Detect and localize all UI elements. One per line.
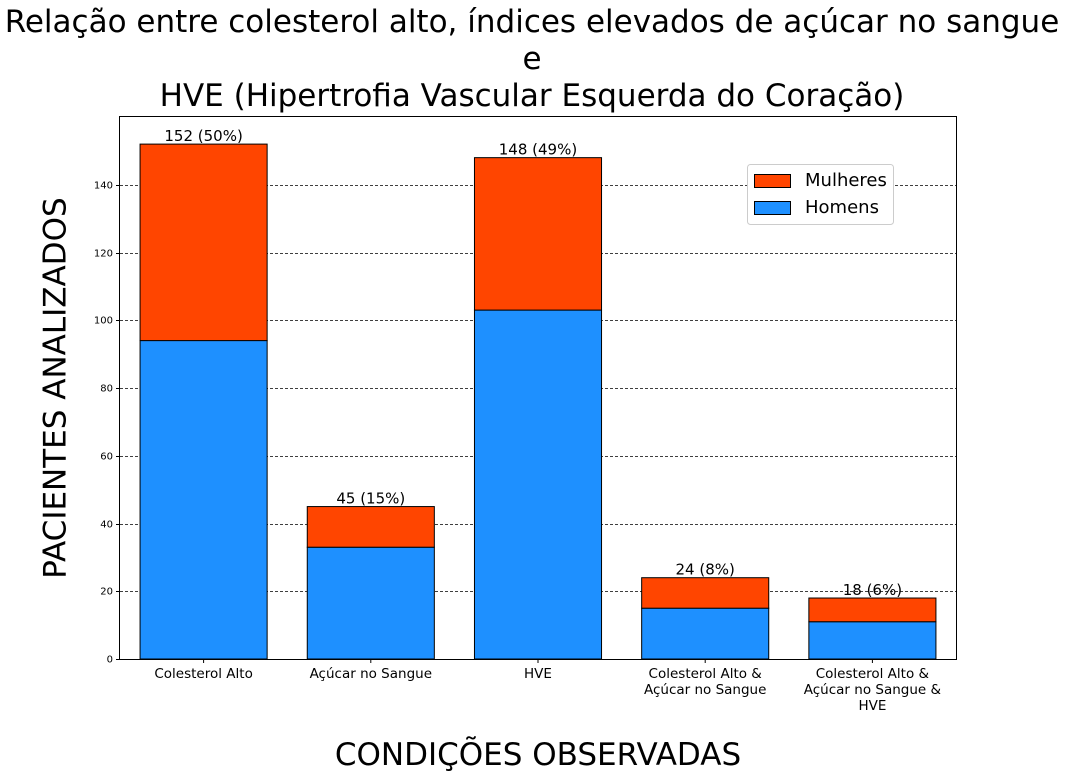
bar-homens-1 <box>306 546 435 660</box>
bar-total-label: 152 (50%) <box>164 127 242 145</box>
x-axis-ticks: Colesterol Alto Açúcar no Sangue HVE Colest… <box>154 659 941 714</box>
x-axis-label: CONDIÇÕES OBSERVADAS <box>335 736 741 773</box>
x-tick-label: Açúcar no Sangue <box>310 666 432 682</box>
x-tick-label: Colesterol Alto <box>154 666 252 682</box>
chart-title: Relação entre colesterol alto, índices e… <box>0 4 1064 115</box>
bar-total-label: 24 (8%) <box>676 561 735 579</box>
bar-mulheres-1 <box>306 506 435 548</box>
chart-title-line-2: HVE (Hipertrofia Vascular Esquerda do Co… <box>159 78 905 114</box>
x-tick-label: Colesterol Alto & <box>649 666 763 682</box>
x-tick-label: Açúcar no Sangue <box>644 682 766 698</box>
data-labels: 152 (50%) 45 (15%) 148 (49%) 24 (8%) 18 (6%) <box>164 127 902 599</box>
bar-mulheres-3 <box>641 577 770 609</box>
legend: Mulheres Homens <box>747 164 894 225</box>
y-tick-label: 0 <box>107 655 113 666</box>
x-tick-label: Açúcar no Sangue & <box>804 682 942 698</box>
bar-homens-0 <box>139 340 268 660</box>
legend-swatch-homens <box>754 201 791 215</box>
y-tick-label: 40 <box>100 520 113 531</box>
y-tick-label: 60 <box>100 452 113 463</box>
bar-homens-3 <box>641 607 770 660</box>
bar-mulheres-2 <box>473 157 603 311</box>
y-tick-label: 80 <box>100 384 113 395</box>
legend-label-homens: Homens <box>805 197 879 218</box>
x-tick-label: HVE <box>858 698 886 714</box>
y-tick-label: 120 <box>94 249 113 260</box>
bars <box>139 143 937 660</box>
y-axis-ticks: 0 20 40 60 80 100 120 140 <box>94 181 120 666</box>
x-tick-label: HVE <box>524 666 552 682</box>
y-tick-label: 20 <box>100 587 113 598</box>
chart-title-line-1: Relação entre colesterol alto, índices e… <box>4 4 1060 77</box>
x-tick-label: Colesterol Alto & <box>816 666 930 682</box>
bar-mulheres-0 <box>139 143 268 342</box>
legend-swatch-mulheres <box>754 174 791 188</box>
bar-mulheres-4 <box>808 597 937 623</box>
bar-homens-2 <box>473 309 603 660</box>
y-tick-label: 100 <box>94 316 113 327</box>
legend-label-mulheres: Mulheres <box>805 170 887 191</box>
bar-total-label: 148 (49%) <box>499 141 577 159</box>
y-tick-label: 140 <box>94 181 113 192</box>
bar-total-label: 18 (6%) <box>843 581 902 599</box>
y-axis-label: PACIENTES ANALIZADOS <box>38 197 74 578</box>
bar-homens-4 <box>808 621 937 660</box>
bar-total-label: 45 (15%) <box>336 490 405 508</box>
